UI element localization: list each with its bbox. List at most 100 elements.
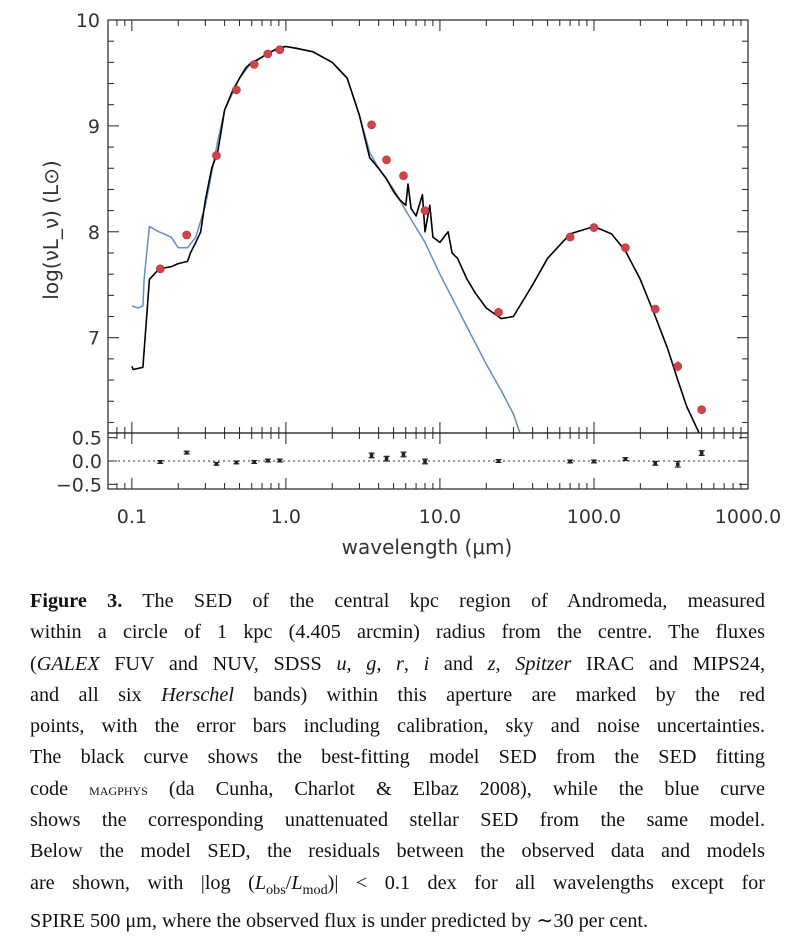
caption-text: Spitzer	[515, 652, 572, 675]
residual-point	[251, 459, 258, 464]
y-tick-label: 8	[88, 222, 100, 244]
x-tick-label: 1000.0	[715, 506, 781, 528]
residual-panel: 0.50.0−0.5	[56, 428, 749, 496]
caption-text: L	[291, 871, 303, 894]
residual-marker	[184, 450, 189, 455]
residual-point	[383, 455, 390, 462]
y-tick-label: 9	[88, 116, 100, 138]
caption-text: ,	[403, 652, 424, 675]
y-tick-label: 10	[76, 10, 100, 32]
caption-text: ,	[495, 652, 516, 675]
data-point	[621, 243, 630, 252]
caption-text: (	[30, 652, 37, 675]
data-point	[182, 230, 192, 240]
data-point-marker	[182, 230, 192, 240]
residual-marker	[234, 460, 239, 465]
figure-label: Figure 3.	[30, 590, 123, 612]
residual-point	[674, 460, 681, 468]
data-point-marker	[565, 232, 575, 242]
caption-text: ,	[346, 652, 367, 675]
data-point	[156, 264, 165, 274]
caption-line: and all six Herschel bands) within this …	[30, 680, 765, 711]
data-point	[494, 307, 503, 317]
residual-point	[698, 450, 705, 456]
residual-marker	[158, 460, 163, 464]
data-point-marker	[156, 264, 165, 274]
caption-line: are shown, with |log (Lobs/Lmod)| < 0.1 …	[30, 868, 765, 906]
residual-marker	[699, 451, 704, 455]
caption-text: within a circle of 1 kpc (4.405 arcmin) …	[30, 621, 765, 644]
residual-point	[183, 450, 190, 455]
caption-line: Below the model SED, the residuals betwe…	[30, 836, 765, 867]
data-point	[673, 360, 683, 372]
residual-point	[567, 459, 574, 464]
caption-text: Below the model SED, the residuals betwe…	[30, 840, 765, 863]
data-point-marker	[621, 243, 630, 252]
data-point	[382, 155, 391, 165]
caption-text: SPIRE 500 μm, where the observed flux is…	[30, 910, 649, 932]
x-tick-label: 1.0	[271, 506, 301, 528]
caption-line: The black curve shows the best-fitting m…	[30, 742, 765, 773]
caption-text: The black curve shows the best-fitting m…	[30, 746, 765, 769]
residual-y-tick-label: −0.5	[56, 474, 102, 496]
data-point	[367, 120, 376, 130]
x-tick-label: 0.1	[117, 506, 147, 528]
caption-text: magphys	[89, 779, 148, 799]
caption-line: shows the corresponding unattenuated ste…	[30, 805, 765, 836]
figure-caption: Figure 3. The SED of the central kpc reg…	[30, 586, 765, 937]
caption-text: ,	[376, 652, 397, 675]
data-point-marker	[232, 85, 241, 95]
residual-marker	[423, 459, 427, 464]
caption-line: Figure 3. The SED of the central kpc reg…	[30, 586, 765, 617]
residual-y-tick-label: 0.0	[72, 451, 102, 473]
caption-text: GALEX	[36, 652, 100, 675]
data-point-marker	[263, 49, 273, 59]
caption-text: bands) within this aperture are marked b…	[233, 683, 765, 706]
residual-point	[213, 461, 220, 466]
caption-line: code magphys (da Cunha, Charlot & Elbaz …	[30, 774, 765, 805]
residual-marker	[592, 459, 596, 464]
residual-marker	[401, 452, 406, 457]
residual-point	[233, 460, 240, 465]
caption-text: g	[366, 652, 377, 675]
x-tick-label: 10.0	[419, 506, 461, 528]
residual-point	[652, 460, 659, 466]
caption-text: /	[285, 871, 292, 894]
caption-text: IRAC and MIPS24,	[571, 652, 766, 675]
residual-marker	[384, 456, 389, 461]
caption-text: r	[396, 652, 404, 675]
x-axis-label: wavelength (μm)	[342, 535, 513, 559]
data-point	[212, 151, 221, 160]
residual-point	[495, 459, 502, 463]
caption-line: within a circle of 1 kpc (4.405 arcmin) …	[30, 617, 765, 648]
main-plot-frame	[107, 19, 749, 434]
data-point-marker	[673, 361, 683, 371]
residual-marker	[265, 458, 270, 463]
caption-text: i	[423, 652, 430, 675]
residual-point	[264, 458, 271, 463]
data-point	[420, 206, 430, 215]
caption-text: )| < 0.1 dex for all wavelengths except …	[327, 871, 766, 894]
data-point	[697, 405, 706, 415]
caption-line: (GALEX FUV and NUV, SDSS u, g, r, i and …	[30, 649, 765, 680]
data-point-marker	[275, 45, 285, 54]
caption-text: are shown, with |log (	[30, 871, 255, 894]
residual-point	[368, 452, 375, 459]
residual-point	[622, 457, 629, 462]
residual-marker	[278, 458, 282, 463]
caption-text: code	[30, 777, 90, 800]
residual-marker	[252, 460, 257, 464]
caption-text: obs	[266, 881, 286, 898]
caption-text: shows the corresponding unattenuated ste…	[30, 809, 765, 832]
data-point-marker	[420, 206, 430, 215]
caption-text: and	[429, 652, 488, 675]
data-point-marker	[494, 307, 503, 317]
residual-point	[276, 458, 283, 463]
caption-text: z	[487, 652, 496, 675]
y-tick-label: 7	[88, 328, 100, 350]
sed-chart: 7 8 9 10 0.50.0−0.5 0.1 1.0 10.0 100.0 1000.0 l…	[39, 10, 781, 559]
data-point-marker	[367, 120, 376, 130]
model-sed-curve	[131, 45, 701, 433]
data-point-marker	[399, 171, 408, 180]
sed-figure: 7 8 9 10 0.5 0.0 −0.5 0.1 1.0 10.0 100.0 1000.0 l…	[39, 10, 781, 559]
